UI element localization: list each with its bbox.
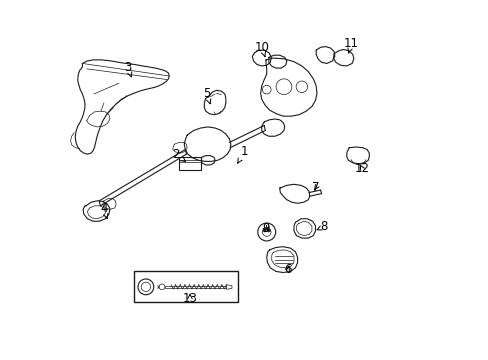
Text: 8: 8 <box>317 220 327 233</box>
Text: 9: 9 <box>262 222 269 235</box>
Text: 11: 11 <box>343 37 358 53</box>
Text: 1: 1 <box>237 145 248 163</box>
Text: 12: 12 <box>354 162 369 175</box>
Polygon shape <box>164 286 226 288</box>
Text: 10: 10 <box>254 41 268 57</box>
Text: 13: 13 <box>182 292 197 305</box>
Text: 6: 6 <box>283 263 291 276</box>
Circle shape <box>263 229 265 232</box>
Polygon shape <box>226 285 231 289</box>
Text: 5: 5 <box>203 87 210 104</box>
Bar <box>134 271 238 302</box>
Bar <box>179 157 201 170</box>
Circle shape <box>267 229 270 232</box>
Text: 7: 7 <box>312 181 319 194</box>
Text: 4: 4 <box>100 202 108 219</box>
Text: 2: 2 <box>172 148 185 162</box>
Text: 3: 3 <box>124 60 132 77</box>
